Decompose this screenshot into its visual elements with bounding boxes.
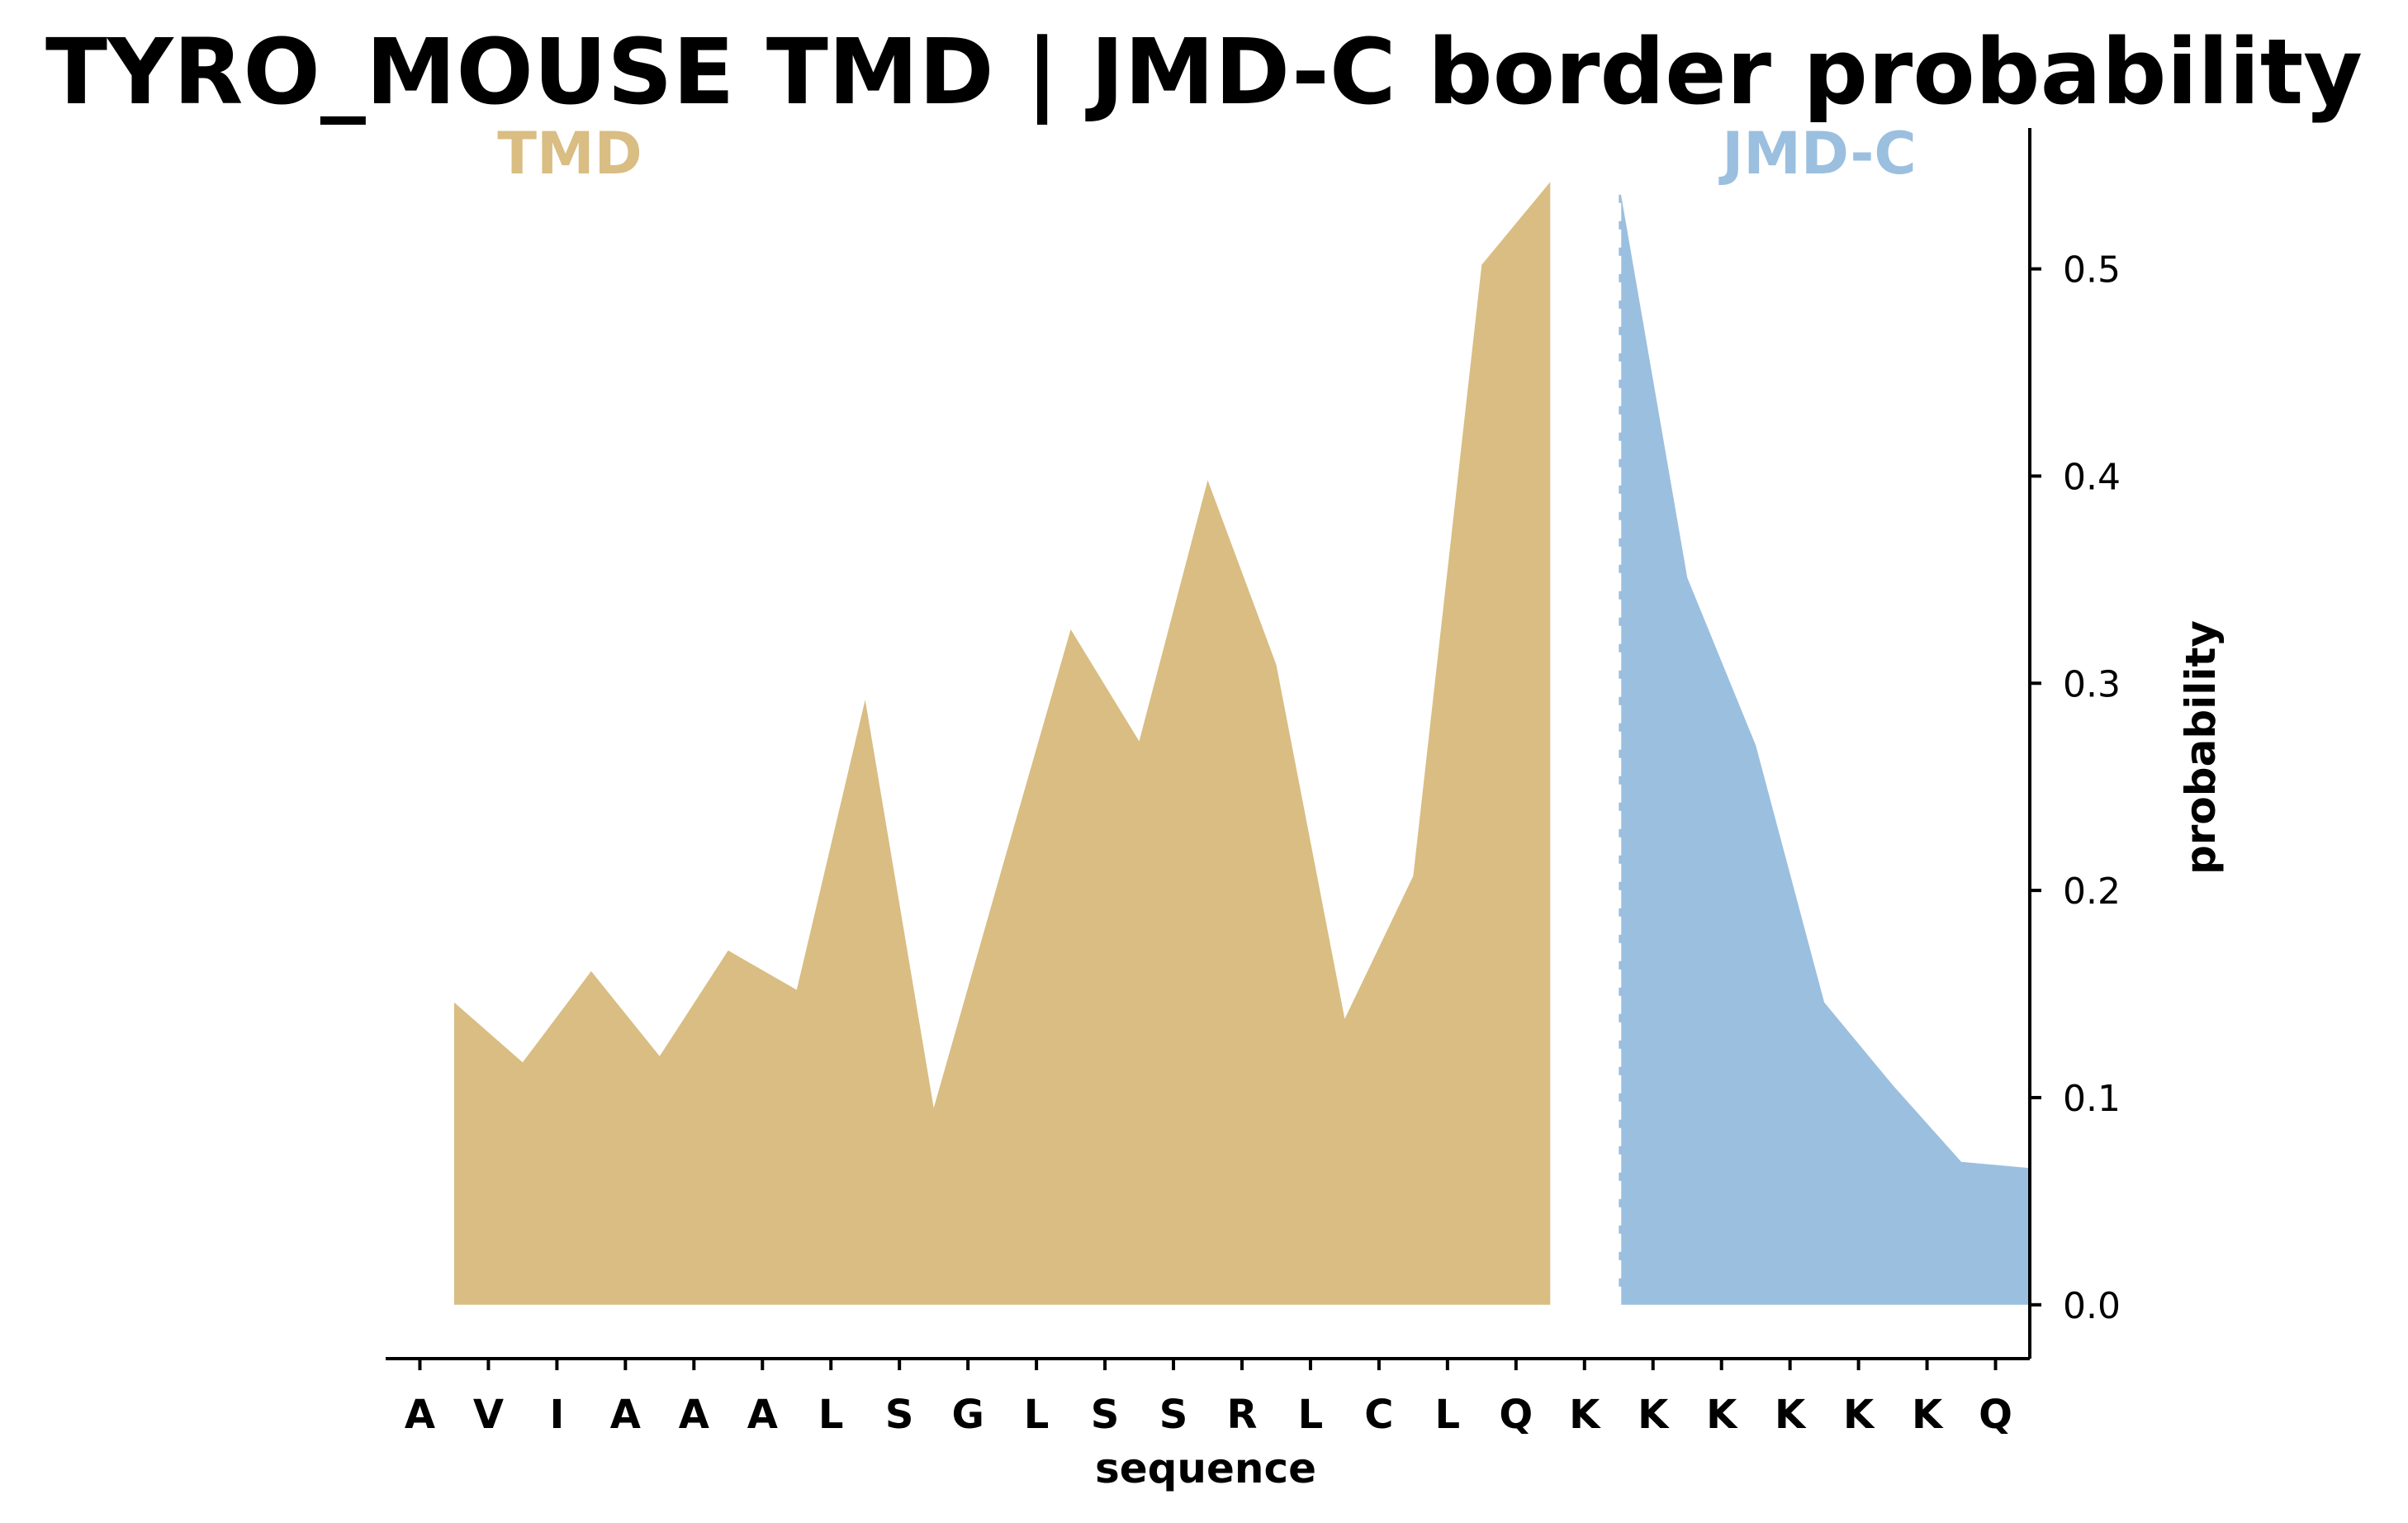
region-label-tmd: TMD [497, 120, 642, 187]
x-tick-label-14: C [1364, 1392, 1393, 1438]
x-tick-label-12: R [1226, 1392, 1257, 1438]
y-tick-label-4: 0.4 [2063, 456, 2121, 498]
y-tick-label-2: 0.2 [2063, 871, 2121, 913]
plot-area: TMD JMD-C [454, 120, 2030, 1305]
x-tick-label-9: L [1024, 1392, 1050, 1438]
x-tick-label-20: K [1775, 1392, 1807, 1438]
y-axis-title: probability [2177, 620, 2225, 875]
x-tick-label-2: I [549, 1392, 564, 1438]
x-tick-label-0: A [405, 1392, 435, 1438]
x-tick-label-13: L [1298, 1392, 1324, 1438]
region-label-jmd-c: JMD-C [1718, 120, 1917, 187]
x-tick-label-16: Q [1499, 1392, 1533, 1438]
y-tick-label-3: 0.3 [2063, 663, 2121, 705]
x-tick-label-8: G [951, 1392, 984, 1438]
area-series-jmd-c [1619, 182, 2030, 1305]
x-tick-label-7: S [885, 1392, 914, 1438]
x-axis-title: sequence [1095, 1445, 1316, 1492]
x-tick-label-15: L [1435, 1392, 1461, 1438]
x-tick-label-3: A [610, 1392, 641, 1438]
chart-title: TYRO_MOUSE TMD | JMD-C border probabilit… [45, 19, 2363, 126]
x-tick-label-22: K [1912, 1392, 1944, 1438]
x-tick-label-19: K [1706, 1392, 1738, 1438]
x-tick-label-21: K [1843, 1392, 1875, 1438]
x-tick-label-17: K [1569, 1392, 1601, 1438]
x-tick-label-1: V [473, 1392, 504, 1438]
x-tick-label-4: A [679, 1392, 709, 1438]
x-tick-label-18: K [1638, 1392, 1670, 1438]
y-tick-label-5: 0.5 [2063, 249, 2121, 292]
y-tick-label-1: 0.1 [2063, 1078, 2121, 1120]
y-tick-label-0: 0.0 [2063, 1285, 2121, 1327]
x-tick-label-6: L [818, 1392, 844, 1438]
area-series-tmd [454, 182, 1551, 1305]
x-tick-label-10: S [1091, 1392, 1120, 1438]
x-tick-label-11: S [1159, 1392, 1188, 1438]
x-tick-label-23: Q [1979, 1392, 2012, 1438]
axes: A V I A A A L S G L S S R L C L Q K K K K K K Q0.00.10.20.30.40… [386, 128, 2121, 1438]
x-tick-label-5: A [747, 1392, 778, 1438]
